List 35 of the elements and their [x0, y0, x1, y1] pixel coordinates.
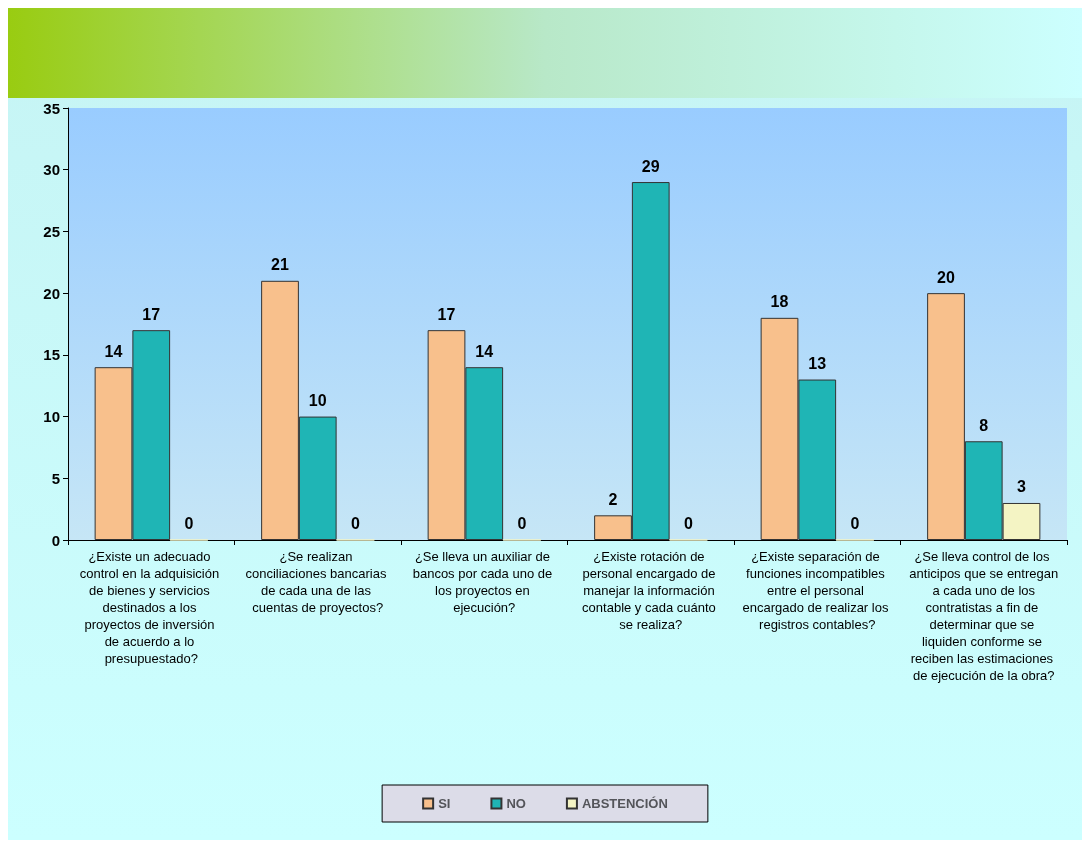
data-label: 0 [184, 515, 194, 532]
data-label: 13 [808, 355, 827, 373]
legend-label: NO [506, 796, 526, 811]
y-tick-label: 20 [43, 284, 60, 302]
data-label: 0 [684, 515, 694, 532]
data-label: 17 [142, 305, 161, 323]
legend-label: SI [438, 796, 451, 811]
y-tick-label: 5 [51, 469, 60, 487]
y-tick-label: 0 [51, 531, 60, 549]
x-tick-label: ¿Existe un adecuado control en la adquisición de bienes y servicios destinados a los proyectos de inversión de acuerdo a lo presupuestado? [79, 549, 223, 666]
data-label: 0 [850, 515, 860, 532]
x-tick-label: ¿Existe rotación de personal encargado de manejar la información contable y cada cuánto se realiza? [582, 549, 720, 632]
y-tick-label: 25 [43, 222, 60, 240]
x-tick-label: ¿Se realizan conciliaciones bancarias de cada una de las cuentas de proyectos? [245, 549, 391, 615]
data-label: 14 [475, 342, 494, 360]
data-label: 21 [271, 256, 290, 274]
data-label: 14 [104, 342, 123, 360]
data-label: 0 [517, 515, 527, 532]
y-tick-label: 10 [43, 408, 60, 426]
y-tick-label: 35 [43, 99, 60, 117]
x-tick-label: ¿Se lleva control de los anticipos que se entregan a cada uno de los contratistas a fin de determinar que se liquiden conforme se reciben las estimaciones de ejecución de la obra? [909, 549, 1059, 683]
data-label: 2 [608, 490, 618, 508]
data-label: 3 [1017, 478, 1027, 496]
data-label: 0 [351, 515, 361, 532]
data-label: 29 [641, 157, 660, 175]
data-label: 17 [437, 305, 456, 323]
y-tick-label: 15 [43, 346, 60, 364]
legend-label: ABSTENCIÓN [581, 796, 668, 811]
data-label: 18 [770, 293, 789, 311]
data-label: 8 [979, 416, 989, 434]
data-label: 10 [308, 392, 327, 410]
data-label: 20 [937, 268, 956, 286]
x-tick-label: ¿Se lleva un auxiliar de bancos por cada uno de los proyectos en ejecución? [412, 549, 556, 615]
x-tick-label: ¿Existe separación de funciones incompatibles entre el personal encargado de realizar los registros contables? [742, 549, 893, 632]
y-tick-label: 30 [43, 161, 60, 179]
